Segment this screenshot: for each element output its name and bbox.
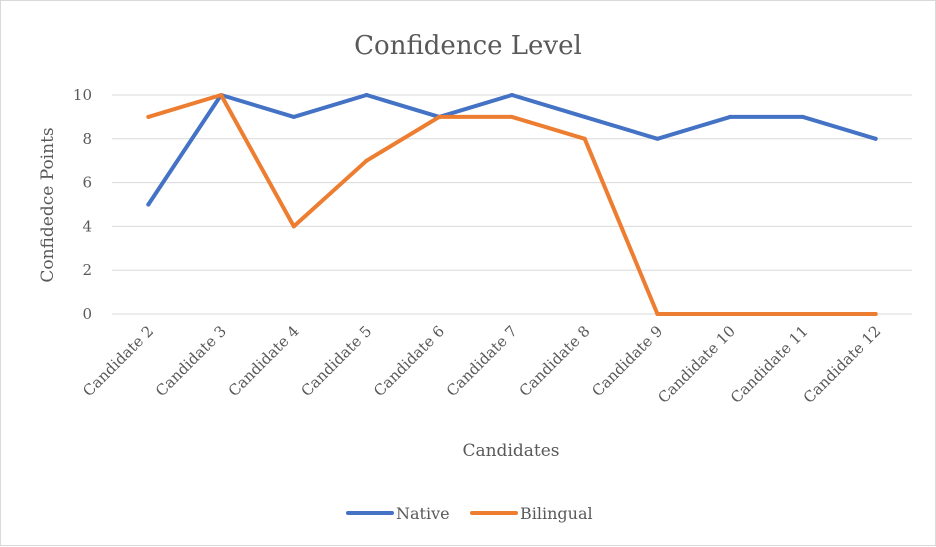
data-point — [219, 93, 224, 97]
series-lines — [146, 93, 878, 316]
chart-title: Confidence Level — [354, 31, 582, 61]
series-line-native — [146, 93, 878, 207]
legend-label-bilingual: Bilingual — [520, 504, 593, 523]
y-tick-label: 8 — [82, 130, 92, 148]
data-point — [800, 114, 805, 119]
x-tick-label: Candidate 5 — [297, 322, 375, 400]
y-tick-label: 0 — [82, 305, 92, 323]
data-point — [582, 114, 587, 119]
x-tick-label: Candidate 3 — [152, 322, 230, 400]
data-point — [146, 202, 151, 207]
data-point — [655, 136, 660, 141]
data-point — [510, 114, 514, 119]
data-point — [291, 224, 296, 229]
x-tick-label: Candidate 7 — [443, 322, 521, 400]
y-tick-label: 2 — [82, 261, 92, 279]
data-point — [582, 136, 587, 141]
data-point — [655, 312, 660, 316]
y-tick-label: 4 — [82, 217, 92, 235]
y-axis-title: Confidedce Points — [38, 127, 58, 282]
y-tick-label: 10 — [73, 86, 92, 104]
data-point — [873, 312, 878, 316]
data-point — [728, 114, 733, 119]
x-tick-label: Candidate 4 — [225, 322, 303, 400]
data-point — [146, 114, 151, 119]
data-point — [510, 93, 514, 97]
x-tick-label: Candidate 12 — [800, 322, 885, 407]
data-point — [291, 114, 296, 119]
data-point — [364, 93, 369, 97]
data-point — [728, 312, 733, 316]
y-axis-ticks: 0 2 4 6 8 10 — [73, 86, 92, 323]
x-tick-label: Candidate 8 — [516, 322, 594, 400]
x-tick-label: Candidate 6 — [370, 322, 448, 400]
data-point — [873, 136, 878, 141]
data-point — [364, 158, 369, 163]
data-point — [800, 312, 805, 316]
gridlines — [112, 94, 912, 315]
legend: Native Bilingual — [346, 504, 593, 523]
data-point — [437, 114, 442, 119]
x-tick-label: Candidate 9 — [588, 322, 666, 400]
legend-label-native: Native — [396, 504, 450, 523]
series-line-bilingual — [146, 93, 878, 316]
y-tick-label: 6 — [82, 174, 92, 192]
x-axis-title: Candidates — [462, 441, 559, 461]
x-tick-label: Candidate 2 — [79, 322, 157, 400]
